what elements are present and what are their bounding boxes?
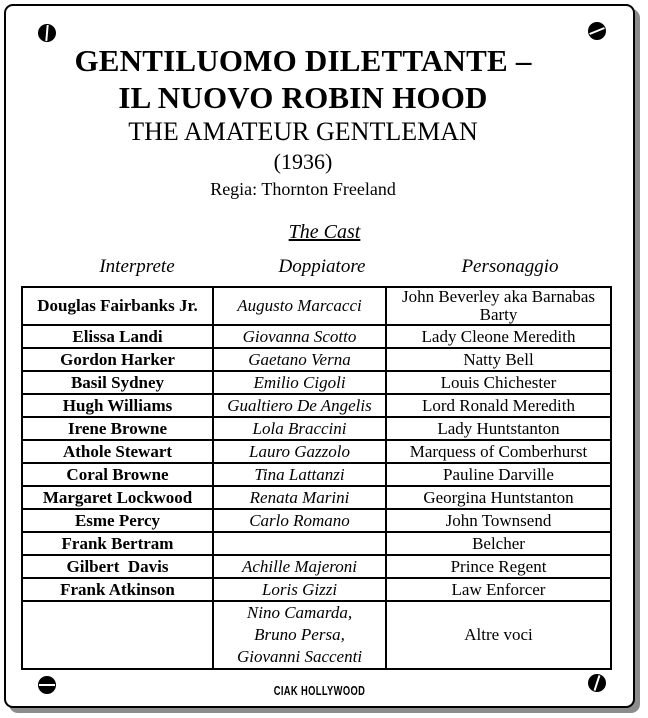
italian-title-line1: GENTILUOMO DILETTANTE – (74, 43, 532, 78)
table-row: Frank Atkinson Loris Gizzi Law Enforcer (21, 577, 612, 602)
screw-icon (38, 24, 56, 42)
cell-interprete: Frank Atkinson (21, 577, 214, 602)
cell-doppiatore: Tina Lattanzi (212, 462, 387, 487)
cell-doppiatore: Lola Braccini (212, 416, 387, 441)
cast-card: GENTILUOMO DILETTANTE – IL NUOVO ROBIN H… (4, 4, 635, 708)
cell-interprete: Athole Stewart (21, 439, 214, 464)
cell-interprete: Elissa Landi (21, 324, 214, 349)
cell-interprete: Margaret Lockwood (21, 485, 214, 510)
cell-interprete: Frank Bertram (21, 531, 214, 556)
table-row: Basil Sydney Emilio Cigoli Louis Chiches… (21, 370, 612, 395)
cell-personaggio: Pauline Darville (385, 462, 612, 487)
cell-personaggio: Law Enforcer (385, 577, 612, 602)
cell-doppiatore: Emilio Cigoli (212, 370, 387, 395)
table-row: Hugh Williams Gualtiero De Angelis Lord … (21, 393, 612, 418)
cell-doppiatore (212, 531, 387, 556)
director-line: Regia: Thornton Freeland (210, 179, 396, 199)
table-row: Irene Browne Lola Braccini Lady Huntstan… (21, 416, 612, 441)
original-title: THE AMATEUR GENTLEMAN (128, 117, 478, 146)
cell-interprete: Gilbert Davis (21, 554, 214, 579)
cell-interprete: Basil Sydney (21, 370, 214, 395)
cell-personaggio: Lady Cleone Meredith (385, 324, 612, 349)
screw-icon (38, 676, 56, 694)
cell-personaggio: Marquess of Comberhurst (385, 439, 612, 464)
cell-doppiatore: Carlo Romano (212, 508, 387, 533)
cell-doppiatore: Giovanna Scotto (212, 324, 387, 349)
cast-table: Douglas Fairbanks Jr. Augusto Marcacci J… (21, 286, 612, 670)
screw-icon (588, 22, 606, 40)
table-row: Athole Stewart Lauro Gazzolo Marquess of… (21, 439, 612, 464)
table-row: Douglas Fairbanks Jr. Augusto Marcacci J… (21, 286, 612, 326)
cell-personaggio: Louis Chichester (385, 370, 612, 395)
release-year: (1936) (273, 149, 333, 174)
cell-interprete: Douglas Fairbanks Jr. (21, 286, 214, 326)
table-column-headers: Interprete Doppiatore Personaggio (6, 256, 633, 280)
cell-doppiatore: Nino Camarda, Bruno Persa, Giovanni Sacc… (212, 600, 387, 670)
cell-doppiatore: Loris Gizzi (212, 577, 387, 602)
table-row: Frank Bertram Belcher (21, 531, 612, 556)
section-title-text: The Cast (288, 221, 361, 243)
section-title: The Cast (6, 221, 633, 244)
cell-personaggio: Georgina Huntstanton (385, 485, 612, 510)
cell-doppiatore: Achille Majeroni (212, 554, 387, 579)
cell-personaggio: Prince Regent (385, 554, 612, 579)
ciak-hollywood-logo: CIAK HOLLYWOOD (273, 683, 366, 698)
table-row: Elissa Landi Giovanna Scotto Lady Cleone… (21, 324, 612, 349)
table-row: Nino Camarda, Bruno Persa, Giovanni Sacc… (21, 600, 612, 670)
italian-title-line2: IL NUOVO ROBIN HOOD (118, 80, 488, 115)
cell-interprete: Esme Percy (21, 508, 214, 533)
cell-doppiatore: Gaetano Verna (212, 347, 387, 372)
cell-doppiatore: Gualtiero De Angelis (212, 393, 387, 418)
cell-personaggio: Lady Huntstanton (385, 416, 612, 441)
table-row: Gilbert Davis Achille Majeroni Prince Re… (21, 554, 612, 579)
cell-doppiatore: Renata Marini (212, 485, 387, 510)
table-row: Coral Browne Tina Lattanzi Pauline Darvi… (21, 462, 612, 487)
cell-interprete: Coral Browne (21, 462, 214, 487)
column-header-doppiatore: Doppiatore (278, 256, 366, 277)
column-header-personaggio: Personaggio (461, 256, 559, 277)
cell-interprete: Gordon Harker (21, 347, 214, 372)
column-header-interprete: Interprete (99, 256, 175, 277)
cell-doppiatore: Lauro Gazzolo (212, 439, 387, 464)
cell-personaggio: Lord Ronald Meredith (385, 393, 612, 418)
table-row: Esme Percy Carlo Romano John Townsend (21, 508, 612, 533)
cell-personaggio: Altre voci (385, 600, 612, 670)
header: GENTILUOMO DILETTANTE – IL NUOVO ROBIN H… (6, 42, 600, 200)
cell-doppiatore: Augusto Marcacci (212, 286, 387, 326)
cell-interprete: Hugh Williams (21, 393, 214, 418)
table-row: Gordon Harker Gaetano Verna Natty Bell (21, 347, 612, 372)
cell-personaggio: Belcher (385, 531, 612, 556)
cell-personaggio: John Townsend (385, 508, 612, 533)
cell-personaggio: Natty Bell (385, 347, 612, 372)
cell-interprete: Irene Browne (21, 416, 214, 441)
table-row: Margaret Lockwood Renata Marini Georgina… (21, 485, 612, 510)
cell-personaggio: John Beverley aka Barnabas Barty (385, 286, 612, 326)
screw-icon (588, 674, 606, 692)
cell-interprete (21, 600, 214, 670)
